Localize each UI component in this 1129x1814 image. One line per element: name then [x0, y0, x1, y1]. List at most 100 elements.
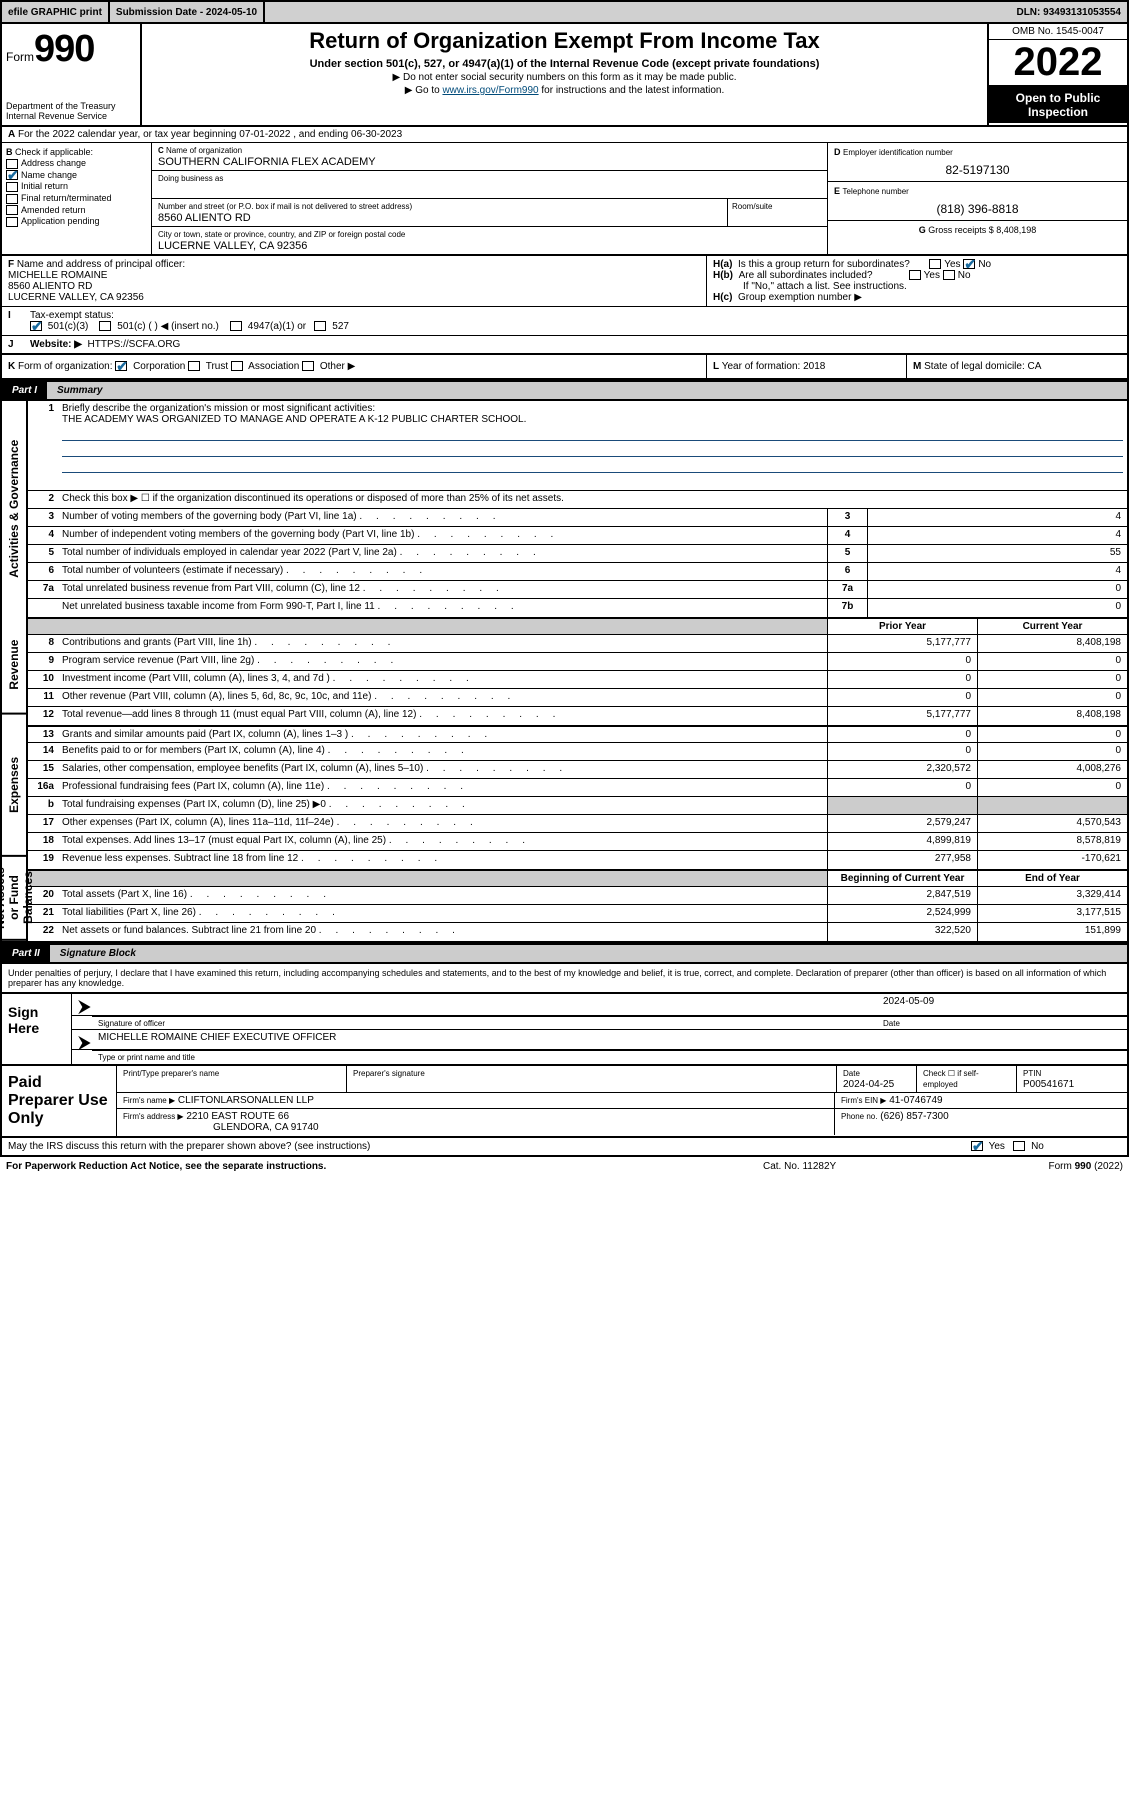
- table-row: 18Total expenses. Add lines 13–17 (must …: [28, 833, 1127, 851]
- form-number: Form990: [6, 28, 136, 71]
- chk-501c3[interactable]: [30, 321, 42, 331]
- row-i-j: I Tax-exempt status: 501(c)(3) 501(c) ( …: [0, 307, 1129, 336]
- paid-preparer-label: Paid Preparer Use Only: [2, 1066, 117, 1136]
- prep-date: 2024-04-25: [843, 1079, 894, 1090]
- mission-text: THE ACADEMY WAS ORGANIZED TO MANAGE AND …: [62, 414, 526, 425]
- form-note-1: ▶ Do not enter social security numbers o…: [150, 72, 979, 83]
- tax-year: 2022: [989, 40, 1127, 87]
- chk-527[interactable]: [314, 321, 326, 331]
- dba-cell: Doing business as: [152, 171, 827, 199]
- h-b-yes[interactable]: [909, 270, 921, 280]
- chk-name-change[interactable]: Name change: [6, 170, 147, 181]
- firm-addr1: 2210 EAST ROUTE 66: [186, 1111, 289, 1122]
- form-subtitle: Under section 501(c), 527, or 4947(a)(1)…: [150, 58, 979, 70]
- form-note-2: ▶ Go to www.irs.gov/Form990 for instruct…: [150, 85, 979, 96]
- table-row: 16aProfessional fundraising fees (Part I…: [28, 779, 1127, 797]
- omb-number: OMB No. 1545-0047: [989, 24, 1127, 40]
- sig-officer-label: Signature of officer: [92, 1016, 877, 1029]
- table-row: 19Revenue less expenses. Subtract line 1…: [28, 851, 1127, 869]
- tab-activities: Activities & Governance: [2, 401, 26, 616]
- table-row: 21Total liabilities (Part X, line 26)2,5…: [28, 905, 1127, 923]
- phone-cell: E Telephone number (818) 396-8818: [828, 182, 1127, 221]
- part-1-header: Part I Summary: [0, 380, 1129, 401]
- firm-addr2: GLENDORA, CA 91740: [213, 1122, 319, 1133]
- discuss-yes[interactable]: [971, 1141, 983, 1151]
- signature-intro: Under penalties of perjury, I declare th…: [0, 964, 1129, 992]
- table-row: 5Total number of individuals employed in…: [28, 545, 1127, 563]
- city-state-zip: LUCERNE VALLEY, CA 92356: [158, 240, 821, 252]
- firm-ein: 41-0746749: [889, 1095, 942, 1106]
- firm-name: CLIFTONLARSONALLEN LLP: [178, 1095, 314, 1106]
- table-row: 13Grants and similar amounts paid (Part …: [28, 725, 1127, 743]
- chk-other[interactable]: [302, 361, 314, 371]
- tab-revenue: Revenue: [2, 616, 26, 715]
- chk-amended-return[interactable]: Amended return: [6, 205, 147, 216]
- table-row: 8Contributions and grants (Part VIII, li…: [28, 635, 1127, 653]
- sig-date-value: 2024-05-09: [877, 994, 1127, 1015]
- irs-link[interactable]: www.irs.gov/Form990: [442, 85, 538, 96]
- row-j: J Website: ▶ HTTPS://SCFA.ORG: [0, 336, 1129, 355]
- dln: DLN: 93493131053554: [1010, 2, 1127, 22]
- paperwork-notice: For Paperwork Reduction Act Notice, see …: [6, 1161, 763, 1172]
- city-cell: City or town, state or province, country…: [152, 227, 827, 254]
- chk-application-pending[interactable]: Application pending: [6, 216, 147, 227]
- table-row: 4Number of independent voting members of…: [28, 527, 1127, 545]
- part-2-header: Part II Signature Block: [0, 943, 1129, 964]
- table-row: 10Investment income (Part VIII, column (…: [28, 671, 1127, 689]
- chk-trust[interactable]: [188, 361, 200, 371]
- h-a-yes[interactable]: [929, 259, 941, 269]
- table-row: 22Net assets or fund balances. Subtract …: [28, 923, 1127, 941]
- summary-table: Activities & Governance Revenue Expenses…: [0, 401, 1129, 943]
- row-k-l-m: K Form of organization: Corporation Trus…: [0, 355, 1129, 380]
- footer: For Paperwork Reduction Act Notice, see …: [0, 1157, 1129, 1176]
- phone-value: (818) 396-8818: [834, 202, 1121, 216]
- chk-association[interactable]: [231, 361, 243, 371]
- sig-date-label: Date: [877, 1016, 1127, 1029]
- row-1-mission: 1 Briefly describe the organization's mi…: [28, 401, 1127, 491]
- form-header: Form990 Department of the Treasury Inter…: [0, 24, 1129, 127]
- chk-initial-return[interactable]: Initial return: [6, 181, 147, 192]
- tab-net-assets: Net Assets or Fund Balances: [2, 857, 26, 941]
- ptin-value: P00541671: [1023, 1079, 1074, 1090]
- open-to-public: Open to Public Inspection: [989, 87, 1127, 123]
- dept-label: Department of the Treasury Internal Reve…: [6, 101, 136, 121]
- org-name: SOUTHERN CALIFORNIA FLEX ACADEMY: [158, 156, 821, 168]
- officer-addr1: 8560 ALIENTO RD: [8, 281, 92, 292]
- officer-addr2: LUCERNE VALLEY, CA 92356: [8, 292, 144, 303]
- table-row: 7aTotal unrelated business revenue from …: [28, 581, 1127, 599]
- table-row: 15Salaries, other compensation, employee…: [28, 761, 1127, 779]
- officer-name: MICHELLE ROMAINE: [8, 270, 107, 281]
- h-b-no[interactable]: [943, 270, 955, 280]
- sign-here-label: Sign Here: [2, 994, 72, 1064]
- top-bar: efile GRAPHIC print Submission Date - 20…: [0, 0, 1129, 24]
- h-a-no[interactable]: [963, 259, 975, 269]
- form-990-number: 990: [34, 28, 94, 70]
- h-c-label: Group exemption number ▶: [738, 292, 862, 303]
- table-row: 3Number of voting members of the governi…: [28, 509, 1127, 527]
- cat-no: Cat. No. 11282Y: [763, 1161, 963, 1172]
- chk-address-change[interactable]: Address change: [6, 158, 147, 169]
- tab-expenses: Expenses: [2, 714, 26, 857]
- website-value: HTTPS://SCFA.ORG: [88, 339, 181, 350]
- table-row: 14Benefits paid to or for members (Part …: [28, 743, 1127, 761]
- row-a-tax-year: A For the 2022 calendar year, or tax yea…: [0, 127, 1129, 143]
- table-row: 9Program service revenue (Part VIII, lin…: [28, 653, 1127, 671]
- row-f-h: F Name and address of principal officer:…: [0, 256, 1129, 307]
- side-tabs: Activities & Governance Revenue Expenses…: [2, 401, 28, 941]
- table-row: bTotal fundraising expenses (Part IX, co…: [28, 797, 1127, 815]
- ein-cell: D Employer identification number 82-5197…: [828, 143, 1127, 182]
- paid-preparer-block: Paid Preparer Use Only Print/Type prepar…: [0, 1066, 1129, 1138]
- year-header-row: Prior Year Current Year: [28, 617, 1127, 635]
- chk-4947[interactable]: [230, 321, 242, 331]
- street-cell: Number and street (or P.O. box if mail i…: [152, 199, 827, 227]
- chk-corporation[interactable]: [115, 361, 127, 371]
- discuss-no[interactable]: [1013, 1141, 1025, 1151]
- chk-501c[interactable]: [99, 321, 111, 331]
- chk-final-return[interactable]: Final return/terminated: [6, 193, 147, 204]
- efile-print-button[interactable]: efile GRAPHIC print: [2, 2, 110, 22]
- submission-date: Submission Date - 2024-05-10: [110, 2, 265, 22]
- prep-self-employed[interactable]: Check ☐ if self-employed: [923, 1069, 979, 1089]
- col-b-checkboxes: B Check if applicable: Address change Na…: [2, 143, 152, 254]
- sign-here-block: Sign Here ⮞ 2024-05-09 Signature of offi…: [0, 992, 1129, 1066]
- top-spacer: [265, 2, 1010, 22]
